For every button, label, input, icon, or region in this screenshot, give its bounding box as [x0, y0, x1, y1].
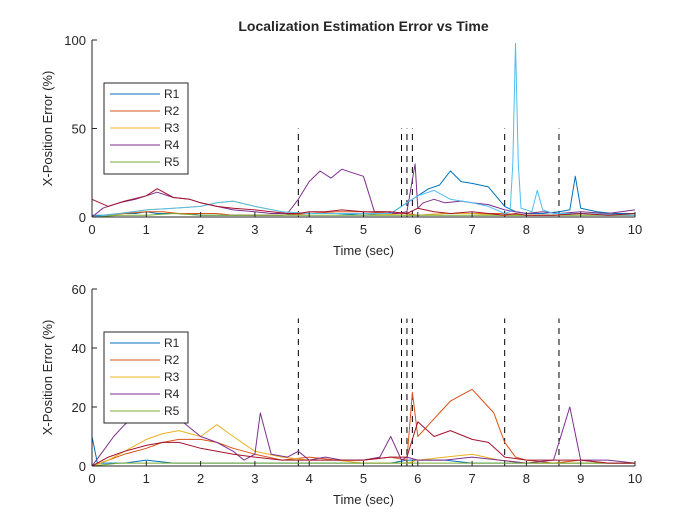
- legend-label-r5: R5: [164, 404, 180, 418]
- legend-label-r4: R4: [164, 138, 180, 152]
- x-tick-label: 1: [143, 222, 150, 237]
- x-tick-label: 0: [88, 471, 95, 486]
- legend-label-r2: R2: [164, 104, 180, 118]
- x-tick-label: 10: [628, 471, 642, 486]
- y-tick-label: 60: [72, 282, 86, 297]
- x-tick-label: 6: [414, 471, 421, 486]
- legend-label-r2: R2: [164, 353, 180, 367]
- series-line-unlabeled-5: [91, 43, 636, 218]
- bottom-chart: 0 1 2 3 4 5 6 7 8 9 10 0 20 40 60 Time (sec) X-Position …: [40, 282, 642, 507]
- chart-title: Localization Estimation Error vs Time: [238, 18, 488, 34]
- legend-label-r4: R4: [164, 387, 180, 401]
- x-tick-label: 1: [143, 471, 150, 486]
- x-tick-label: 5: [360, 222, 367, 237]
- y-tick-label: 100: [64, 33, 86, 48]
- x-tick-label: 0: [88, 222, 95, 237]
- legend-label-r1: R1: [164, 87, 180, 101]
- x-tick-label: 8: [523, 222, 530, 237]
- x-tick-label: 7: [468, 222, 475, 237]
- x-axis-label: Time (sec): [333, 492, 394, 507]
- series-line-unlabeled-6: [91, 188, 636, 216]
- series-line-r2: [91, 388, 635, 467]
- y-tick-label: 50: [72, 122, 86, 137]
- x-tick-label: 2: [197, 222, 204, 237]
- series-line-r5: [91, 462, 635, 467]
- series-line-r5: [91, 213, 635, 218]
- x-tick-label: 8: [523, 471, 530, 486]
- legend: R1 R2 R3 R4 R5: [103, 82, 189, 175]
- x-tick-label: 2: [197, 471, 204, 486]
- y-tick-label: 0: [79, 459, 86, 474]
- x-tick-label: 3: [251, 471, 258, 486]
- x-tick-label: 3: [251, 222, 258, 237]
- x-tick-label: 10: [628, 222, 642, 237]
- y-tick-label: 40: [72, 341, 86, 356]
- legend-label-r3: R3: [164, 121, 180, 135]
- x-tick-label: 9: [577, 471, 584, 486]
- y-axis-label: X-Position Error (%): [40, 71, 55, 187]
- legend-label-r1: R1: [164, 336, 180, 350]
- x-tick-label: 5: [360, 471, 367, 486]
- x-tick-label: 6: [414, 222, 421, 237]
- y-axis-label: X-Position Error (%): [40, 320, 55, 436]
- x-tick-label: 4: [306, 471, 313, 486]
- x-tick-label: 4: [306, 222, 313, 237]
- legend-label-r5: R5: [164, 155, 180, 169]
- x-tick-label: 9: [577, 222, 584, 237]
- x-axis-label: Time (sec): [333, 243, 394, 258]
- series-line-unlabeled-5: [91, 421, 635, 467]
- x-tick-label: 7: [468, 471, 475, 486]
- y-tick-label: 20: [72, 400, 86, 415]
- legend: R1 R2 R3 R4 R5: [103, 331, 189, 424]
- y-tick-label: 0: [79, 210, 86, 225]
- legend-label-r3: R3: [164, 370, 180, 384]
